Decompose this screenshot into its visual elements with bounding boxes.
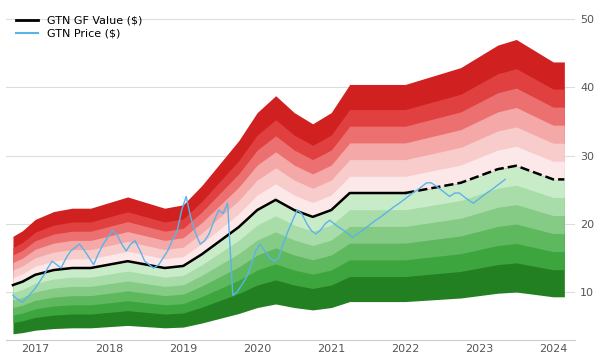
Legend: GTN GF Value ($), GTN Price ($): GTN GF Value ($), GTN Price ($)	[11, 11, 146, 43]
